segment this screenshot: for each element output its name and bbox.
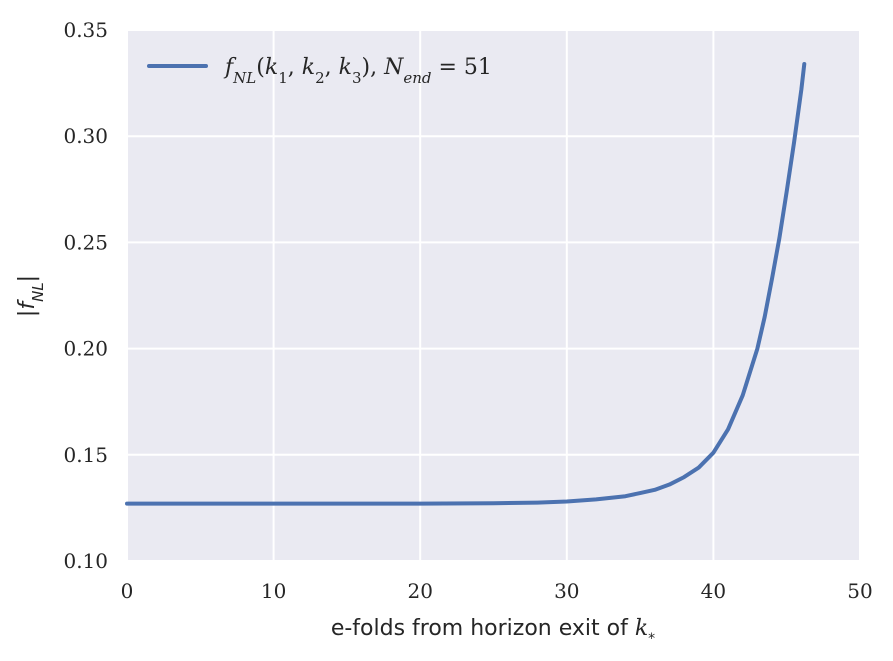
legend-label: fNL(k1, k2, k3), Nend = 51 bbox=[223, 55, 492, 87]
series-line bbox=[125, 61, 807, 506]
x-tick-label: 30 bbox=[554, 579, 579, 603]
x-tick-label: 0 bbox=[121, 579, 134, 603]
y-tick-label: 0.20 bbox=[63, 337, 108, 361]
series-layer bbox=[125, 61, 807, 506]
x-tick-label: 50 bbox=[847, 579, 872, 603]
y-tick-label: 0.35 bbox=[63, 18, 108, 42]
x-tick-label: 40 bbox=[701, 579, 726, 603]
y-tick-label: 0.25 bbox=[63, 230, 108, 254]
y-axis-label: |fNL| bbox=[15, 275, 47, 317]
x-tick-label: 10 bbox=[261, 579, 286, 603]
x-axis-ticks: 0 10 20 30 40 50 bbox=[121, 579, 873, 603]
legend: fNL(k1, k2, k3), Nend = 51 bbox=[147, 55, 492, 87]
y-axis-ticks: 0.10 0.15 0.20 0.25 0.30 0.35 bbox=[63, 18, 108, 573]
x-tick-label: 20 bbox=[407, 579, 432, 603]
y-tick-label: 0.10 bbox=[63, 549, 108, 573]
x-axis-label: e-folds from horizon exit of k* bbox=[331, 616, 655, 647]
y-tick-label: 0.15 bbox=[63, 443, 108, 467]
grid bbox=[126, 29, 861, 562]
y-tick-label: 0.30 bbox=[63, 124, 108, 148]
plot-background bbox=[127, 30, 860, 561]
